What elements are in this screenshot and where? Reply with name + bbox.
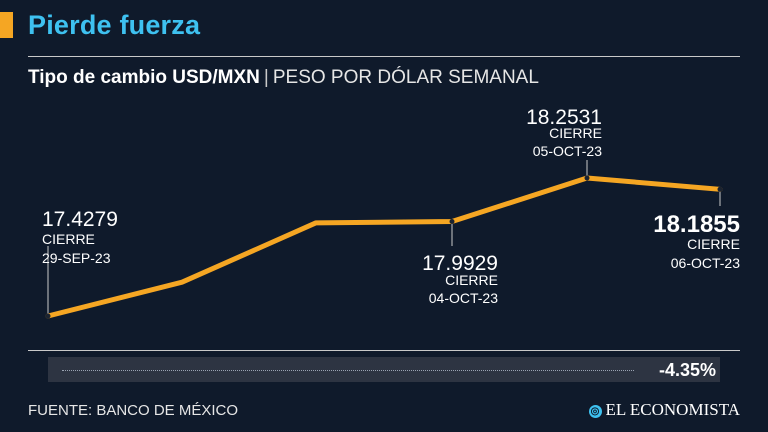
chart-subtitle: Tipo de cambio USD/MXN | PESO POR DÓLAR SE… <box>28 67 539 89</box>
data-label-date: 06-OCT-23 <box>671 255 740 271</box>
top-divider <box>28 56 740 57</box>
headline: Pierde fuerza <box>28 10 201 40</box>
data-label-value: 18.1855 <box>653 211 740 238</box>
data-label-caption: CIERRE <box>687 236 740 252</box>
brand: ◎ EL ECONOMISTA <box>588 400 740 420</box>
brand-name: EL ECONOMISTA <box>605 400 740 419</box>
data-point-marker <box>584 175 590 181</box>
data-label-value: 18.2531 <box>526 106 602 129</box>
data-point-marker <box>45 313 51 319</box>
change-percent: -4.35% <box>658 360 716 380</box>
data-point-marker <box>717 186 723 192</box>
bottom-divider <box>28 350 740 351</box>
series-line-usd-mxn <box>45 175 723 319</box>
data-label-caption: CIERRE <box>42 231 95 247</box>
change-dotted-line <box>62 370 634 371</box>
data-label-caption: CIERRE <box>549 125 602 141</box>
globe-logo-icon: ◎ <box>588 405 602 418</box>
data-point-marker <box>449 219 455 225</box>
data-label-value: 17.9929 <box>422 252 498 275</box>
data-label-value: 17.4279 <box>42 208 118 231</box>
subtitle-main: Tipo de cambio USD/MXN <box>28 67 260 88</box>
subtitle-separator: | <box>263 67 269 88</box>
data-label-date: 05-OCT-23 <box>533 143 602 159</box>
data-label-caption: CIERRE <box>445 272 498 288</box>
data-label-date: 04-OCT-23 <box>429 290 498 306</box>
data-label-date: 29-SEP-23 <box>42 250 111 266</box>
accent-bar <box>0 12 13 38</box>
change-band <box>48 357 720 382</box>
subtitle-sub: PESO POR DÓLAR SEMANAL <box>272 67 539 88</box>
source-note: FUENTE: BANCO DE MÉXICO <box>28 402 239 419</box>
